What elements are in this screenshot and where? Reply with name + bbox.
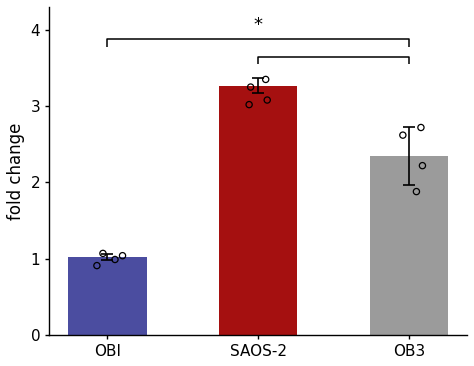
- Text: *: *: [254, 16, 263, 34]
- Bar: [68, 257, 146, 335]
- Point: [419, 163, 426, 169]
- Point: [246, 102, 253, 108]
- Point: [264, 97, 271, 103]
- Point: [399, 132, 407, 138]
- Point: [247, 84, 255, 90]
- Y-axis label: fold change: fold change: [7, 122, 25, 220]
- Point: [262, 76, 270, 82]
- Bar: [219, 86, 297, 335]
- Bar: [370, 156, 448, 335]
- Point: [99, 250, 107, 256]
- Point: [93, 263, 100, 269]
- Point: [417, 124, 425, 130]
- Point: [413, 188, 420, 194]
- Point: [111, 257, 119, 262]
- Point: [118, 253, 126, 259]
